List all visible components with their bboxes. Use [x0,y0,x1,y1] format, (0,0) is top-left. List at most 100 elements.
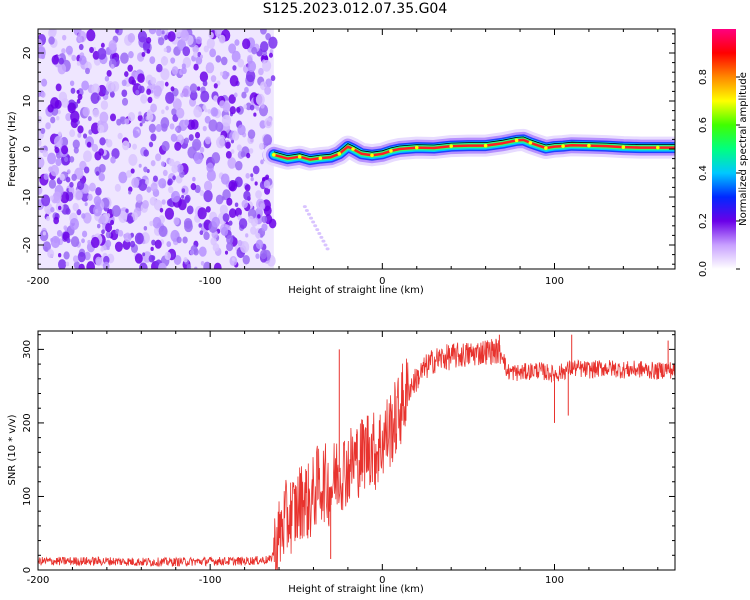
noise-speckle [41,194,51,207]
noise-speckle [165,91,175,104]
noise-speckle [244,86,249,94]
noise-speckle [50,235,61,249]
noise-speckle [77,125,84,134]
noise-speckle [181,66,187,75]
y-tick-label: -20 [22,237,33,253]
noise-speckle [181,188,186,193]
noise-speckle [193,105,203,118]
noise-speckle [69,181,74,188]
noise-speckle [206,169,216,182]
noise-speckle [102,261,110,269]
noise-speckle [83,166,90,174]
noise-speckle [315,228,320,232]
y-tick-label: -10 [22,189,33,205]
noise-speckle [237,124,246,136]
spectrogram-x-ticks: -200 -100 0 100 [27,29,659,287]
noise-speckle [90,236,100,249]
noise-speckle [247,55,252,62]
noise-speckle [311,220,316,224]
noise-speckle [86,29,96,42]
noise-speckle [58,259,67,269]
x-tick-label: 100 [545,575,564,586]
noise-speckle [170,86,175,92]
noise-speckle [199,230,204,236]
noise-speckle [72,255,79,263]
noise-speckle [49,195,54,201]
noise-speckle [38,138,42,147]
noise-speckle [230,149,235,154]
noise-speckle [128,50,134,59]
noise-speckle [158,262,167,269]
noise-speckle [57,63,67,75]
noise-speckle [114,183,121,192]
noise-speckle [174,127,179,132]
noise-speckle [38,156,45,169]
ridge-point [351,147,355,151]
noise-speckle [97,124,105,134]
noise-speckle [148,123,156,133]
noise-speckle [209,48,217,58]
noise-speckle [323,243,328,247]
noise-speckle [150,103,157,113]
noise-speckle [38,92,41,98]
noise-speckle [121,79,127,87]
noise-speckle [106,245,110,251]
noise-speckle [40,127,46,135]
noise-speckle [160,161,166,167]
noise-speckle [100,100,109,110]
noise-speckle [176,107,185,119]
noise-speckle [149,220,154,227]
noise-speckle [167,31,176,42]
noise-speckle [182,46,191,57]
ridge-point [337,152,342,156]
noise-speckle [164,251,172,261]
noise-speckle [235,160,243,171]
noise-speckle [213,83,218,89]
noise-speckle [182,236,188,244]
noise-speckle [70,87,76,94]
x-tick-label: -200 [27,575,50,586]
ridge-point [544,146,548,150]
noise-speckle [81,80,89,91]
noise-speckle [198,246,207,257]
noise-speckle [229,75,239,87]
noise-speckle [135,193,143,203]
noise-speckle [77,251,86,263]
noise-speckle [261,215,268,224]
noise-speckle [76,89,80,94]
noise-speckle [150,182,158,192]
noise-speckle [99,111,109,124]
noise-speckle [237,239,243,247]
noise-speckle [105,139,113,148]
noise-speckle [160,68,170,81]
ridge-band [272,138,675,161]
noise-speckle [256,198,265,210]
noise-speckle [238,218,248,229]
noise-speckle [262,59,272,72]
y-tick-label: 10 [22,95,33,108]
noise-speckle [97,47,107,60]
noise-speckle [205,62,215,74]
noise-speckle [194,266,198,269]
noise-speckle [95,187,102,196]
noise-speckle [237,58,245,68]
noise-speckle [65,176,71,183]
noise-speckle [181,194,185,199]
noise-speckle [215,194,224,205]
noise-speckle [218,34,226,44]
noise-speckle [97,223,101,229]
snr-series [38,334,675,570]
noise-speckle [100,42,105,48]
noise-speckle [118,229,124,237]
noise-speckle [148,254,155,263]
noise-speckle [153,199,163,211]
noise-speckle [38,115,43,123]
noise-speckle [250,226,257,235]
colorbar-gradient-bar [712,29,736,269]
noise-speckle [58,57,64,65]
noise-speckle [105,231,112,239]
noise-speckle [215,55,222,63]
x-tick-label: -100 [199,575,222,586]
noise-speckle [255,190,262,199]
noise-speckle [212,243,220,252]
